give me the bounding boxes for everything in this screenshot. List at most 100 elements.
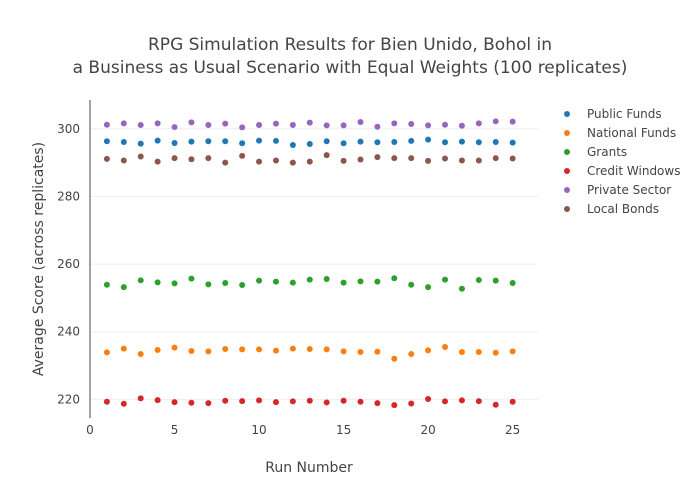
data-point-local-bonds[interactable] — [442, 155, 449, 162]
data-point-credit-windows[interactable] — [120, 400, 127, 407]
data-point-grants[interactable] — [492, 277, 499, 284]
data-point-local-bonds[interactable] — [509, 155, 516, 162]
data-point-grants[interactable] — [323, 275, 330, 282]
data-point-private-sector[interactable] — [509, 118, 516, 125]
data-point-grants[interactable] — [103, 281, 110, 288]
legend-label[interactable]: Grants — [587, 145, 627, 159]
data-point-national-funds[interactable] — [256, 346, 263, 353]
data-point-national-funds[interactable] — [323, 346, 330, 353]
data-point-private-sector[interactable] — [256, 122, 263, 129]
data-point-grants[interactable] — [374, 278, 381, 285]
data-point-private-sector[interactable] — [391, 120, 398, 127]
data-point-credit-windows[interactable] — [323, 399, 330, 406]
data-point-local-bonds[interactable] — [425, 157, 432, 164]
data-point-grants[interactable] — [205, 281, 212, 288]
data-point-national-funds[interactable] — [492, 349, 499, 356]
data-point-public-funds[interactable] — [137, 140, 144, 147]
data-point-grants[interactable] — [425, 284, 432, 291]
data-point-national-funds[interactable] — [391, 355, 398, 362]
data-point-national-funds[interactable] — [103, 349, 110, 356]
data-point-public-funds[interactable] — [475, 139, 482, 146]
data-point-national-funds[interactable] — [188, 348, 195, 355]
data-point-private-sector[interactable] — [475, 120, 482, 127]
data-point-public-funds[interactable] — [357, 138, 364, 145]
data-point-local-bonds[interactable] — [222, 159, 229, 166]
legend-marker[interactable] — [564, 130, 570, 136]
data-point-grants[interactable] — [256, 277, 263, 284]
data-point-local-bonds[interactable] — [323, 152, 330, 159]
data-point-public-funds[interactable] — [289, 141, 296, 148]
data-point-private-sector[interactable] — [323, 122, 330, 129]
data-point-grants[interactable] — [137, 277, 144, 284]
data-point-credit-windows[interactable] — [492, 401, 499, 408]
data-point-private-sector[interactable] — [222, 120, 229, 127]
data-point-grants[interactable] — [442, 276, 449, 283]
legend-label[interactable]: Credit Windows — [587, 164, 680, 178]
data-point-national-funds[interactable] — [289, 345, 296, 352]
data-point-grants[interactable] — [272, 278, 279, 285]
data-point-local-bonds[interactable] — [272, 157, 279, 164]
data-point-national-funds[interactable] — [171, 344, 178, 351]
data-point-credit-windows[interactable] — [357, 398, 364, 405]
data-point-local-bonds[interactable] — [408, 155, 415, 162]
data-point-grants[interactable] — [475, 276, 482, 283]
data-point-public-funds[interactable] — [171, 139, 178, 146]
data-point-national-funds[interactable] — [205, 348, 212, 355]
data-point-national-funds[interactable] — [374, 348, 381, 355]
data-point-credit-windows[interactable] — [256, 397, 263, 404]
data-point-private-sector[interactable] — [103, 121, 110, 128]
data-point-credit-windows[interactable] — [306, 397, 313, 404]
data-point-private-sector[interactable] — [120, 120, 127, 127]
data-point-national-funds[interactable] — [137, 351, 144, 358]
data-point-national-funds[interactable] — [357, 349, 364, 356]
data-point-local-bonds[interactable] — [458, 157, 465, 164]
data-point-credit-windows[interactable] — [425, 396, 432, 403]
data-point-local-bonds[interactable] — [391, 155, 398, 162]
data-point-public-funds[interactable] — [103, 138, 110, 145]
data-point-local-bonds[interactable] — [256, 158, 263, 165]
data-point-credit-windows[interactable] — [171, 399, 178, 406]
legend-label[interactable]: Private Sector — [587, 183, 671, 197]
data-point-grants[interactable] — [154, 279, 161, 286]
data-point-credit-windows[interactable] — [340, 397, 347, 404]
data-point-local-bonds[interactable] — [475, 157, 482, 164]
data-point-national-funds[interactable] — [272, 347, 279, 354]
data-point-public-funds[interactable] — [256, 137, 263, 144]
data-point-grants[interactable] — [239, 282, 246, 289]
data-point-grants[interactable] — [120, 284, 127, 291]
data-point-national-funds[interactable] — [120, 345, 127, 352]
data-point-credit-windows[interactable] — [239, 398, 246, 405]
data-point-grants[interactable] — [306, 276, 313, 283]
data-point-public-funds[interactable] — [154, 137, 161, 144]
data-point-national-funds[interactable] — [306, 345, 313, 352]
data-point-public-funds[interactable] — [323, 138, 330, 145]
data-point-national-funds[interactable] — [475, 349, 482, 356]
data-point-national-funds[interactable] — [222, 345, 229, 352]
legend-label[interactable]: Public Funds — [587, 107, 662, 121]
data-point-grants[interactable] — [458, 285, 465, 292]
data-point-credit-windows[interactable] — [272, 399, 279, 406]
data-point-credit-windows[interactable] — [374, 400, 381, 407]
data-point-national-funds[interactable] — [509, 348, 516, 355]
data-point-national-funds[interactable] — [408, 351, 415, 358]
data-point-private-sector[interactable] — [408, 121, 415, 128]
data-point-private-sector[interactable] — [188, 119, 195, 126]
data-point-local-bonds[interactable] — [340, 157, 347, 164]
data-point-credit-windows[interactable] — [222, 397, 229, 404]
data-point-public-funds[interactable] — [120, 138, 127, 145]
data-point-private-sector[interactable] — [137, 122, 144, 129]
data-point-public-funds[interactable] — [408, 137, 415, 144]
data-point-credit-windows[interactable] — [509, 398, 516, 405]
legend-marker[interactable] — [564, 187, 570, 193]
data-point-local-bonds[interactable] — [306, 158, 313, 165]
data-point-credit-windows[interactable] — [154, 397, 161, 404]
data-point-credit-windows[interactable] — [475, 398, 482, 405]
data-point-private-sector[interactable] — [171, 124, 178, 131]
data-point-national-funds[interactable] — [425, 347, 432, 354]
legend-marker[interactable] — [564, 168, 570, 174]
legend-label[interactable]: National Funds — [587, 126, 676, 140]
data-point-credit-windows[interactable] — [442, 398, 449, 405]
data-point-public-funds[interactable] — [425, 136, 432, 143]
data-point-public-funds[interactable] — [492, 138, 499, 145]
data-point-national-funds[interactable] — [239, 346, 246, 353]
